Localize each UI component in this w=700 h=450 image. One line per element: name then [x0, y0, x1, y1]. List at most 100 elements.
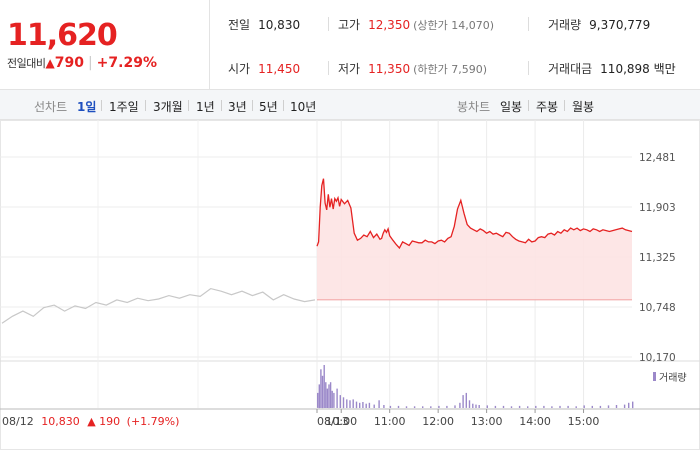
volume-bar [430, 406, 432, 408]
divider [528, 17, 529, 31]
candle-chart-label: 봉차트 [457, 100, 491, 114]
y-tick-label: 12,481 [639, 152, 676, 164]
amount-label: 거래대금 [548, 62, 593, 76]
volume-bar [607, 405, 610, 408]
prev-day-arrow: ▲ [87, 415, 96, 428]
tab-1day[interactable]: 1일 [77, 100, 97, 114]
prev-day-change: 190 [99, 415, 120, 428]
volume-bar [583, 405, 585, 408]
open-value: 11,450 [258, 62, 301, 76]
volume-legend: 거래량 [659, 372, 687, 384]
volume-bar [623, 404, 626, 408]
volume-bar [551, 406, 553, 408]
volume-value: 9,370,779 [589, 18, 651, 32]
volume-bar [378, 400, 380, 408]
y-axis-ticks: 12,481 11,903 11,325 10,748 10,170 [639, 152, 676, 364]
volume-bar [328, 384, 330, 409]
volume-bar [397, 405, 400, 408]
volume-bars [317, 365, 634, 409]
volume-bar [323, 365, 325, 408]
today-series [316, 178, 633, 250]
prev-day-series [1, 287, 316, 324]
divider [528, 100, 529, 111]
quote-panel: 11,620 전일대비▲790 | +7.29% 전일 10,830 고가 12,350… [0, 0, 700, 90]
prev-day-rate: (+1.79%) [127, 415, 180, 428]
volume-bar [459, 402, 461, 408]
volume-bar [365, 403, 367, 408]
volume-bar [475, 404, 477, 408]
volume-bar [502, 405, 505, 408]
divider [564, 100, 565, 111]
volume-bar [472, 403, 474, 408]
divider [145, 100, 146, 111]
volume-bar [527, 406, 529, 408]
lower-limit: (하한가 7,590) [413, 63, 488, 76]
volume-bar [559, 405, 561, 408]
volume-bar [535, 405, 537, 408]
volume-legend-swatch [653, 372, 656, 381]
tab-daily[interactable]: 일봉 [500, 100, 523, 114]
volume-bar [326, 388, 329, 408]
volume-bar [333, 392, 335, 408]
high-price: 고가 12,350 (상한가 14,070) [338, 16, 494, 33]
divider [528, 61, 529, 75]
open-price: 시가 11,450 [228, 60, 300, 77]
volume-bar [349, 400, 351, 408]
volume-bar [628, 402, 630, 408]
x-tick-label: 14:00 [519, 415, 551, 428]
prev-day-date: 08/12 [2, 415, 34, 428]
prev-day-line [1, 287, 316, 324]
low-value: 11,350 [368, 62, 411, 76]
divider [101, 100, 102, 111]
volume-bar [331, 390, 333, 408]
volume-bar [446, 405, 448, 408]
tab-1year[interactable]: 1년 [196, 100, 215, 114]
low-label: 저가 [338, 62, 361, 76]
volume-bar [383, 405, 385, 408]
volume-bar [352, 399, 354, 408]
volume-bar [318, 384, 320, 409]
y-tick-label: 10,170 [639, 352, 676, 364]
divider [328, 17, 329, 31]
price-area [317, 178, 632, 301]
tab-weekly[interactable]: 주봉 [536, 100, 559, 114]
volume-bar [362, 402, 364, 408]
volume-bar [373, 404, 375, 408]
tab-5year[interactable]: 5년 [259, 100, 278, 114]
volume-bar [325, 382, 327, 408]
x-tick-label: 11:00 [374, 415, 406, 428]
prev-close-value: 10,830 [258, 18, 301, 32]
volume-bar [632, 401, 634, 409]
prev-close: 전일 10,830 [228, 16, 300, 33]
volume-bar [346, 399, 348, 408]
high-value: 12,350 [368, 18, 411, 32]
x-tick-label: 12:00 [422, 415, 454, 428]
volume-bar [389, 405, 392, 408]
x-tick-label: 15:00 [568, 415, 600, 428]
prev-close-label: 전일 [228, 18, 251, 32]
volume-bar [355, 401, 358, 409]
amount-stat: 거래대금 110,898 백만 [548, 60, 676, 77]
tab-10year[interactable]: 10년 [290, 100, 317, 114]
volume-bar [454, 405, 456, 408]
change-rate: +7.29% [96, 55, 157, 71]
volume-bar [575, 406, 577, 408]
volume-bar [615, 405, 618, 408]
tab-3year[interactable]: 3년 [228, 100, 247, 114]
tab-1week[interactable]: 1주일 [109, 100, 139, 114]
price-chart: 12,481 11,903 11,325 10,748 10,170 08/1310:0… [0, 120, 700, 450]
volume-bar [438, 405, 440, 408]
prev-day-close: 10,830 [41, 415, 80, 428]
volume-bar [486, 405, 488, 408]
volume-bar [478, 405, 480, 408]
volume-bar [591, 405, 593, 408]
upper-limit: (상한가 14,070) [413, 19, 495, 32]
y-tick-label: 10,748 [639, 302, 676, 314]
volume-bar [422, 406, 424, 408]
high-label: 고가 [338, 18, 361, 32]
current-price: 11,620 [7, 18, 118, 53]
tab-3month[interactable]: 3개월 [153, 100, 183, 114]
tab-monthly[interactable]: 월봉 [572, 100, 595, 114]
divider [188, 100, 189, 111]
